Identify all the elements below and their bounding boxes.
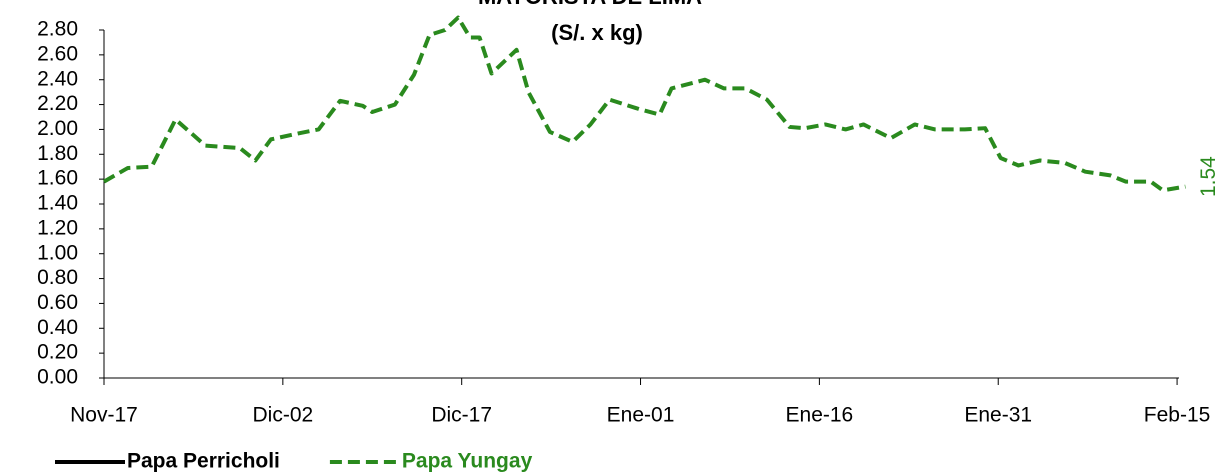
chart-subtitle: (S/. x kg) (551, 20, 643, 45)
y-tick-label: 0.20 (37, 341, 78, 364)
line-series (103, 15, 1186, 193)
y-tick-label: 1.00 (37, 241, 78, 264)
x-tick-label: Ene-31 (964, 404, 1032, 427)
y-tick-label: 1.60 (37, 167, 78, 190)
y-tick-label: 2.80 (37, 18, 78, 41)
y-tick-label: 1.80 (37, 142, 78, 165)
y-tick-label: 2.20 (37, 92, 78, 115)
x-tick-label: Dic-02 (253, 404, 314, 427)
legend-label: Papa Perricholi (127, 450, 280, 473)
y-tick-label: 0.80 (37, 266, 78, 289)
data-label: 1.54 (1197, 156, 1220, 197)
y-tick-label: 0.40 (37, 316, 78, 339)
y-tick-label: 2.60 (37, 42, 78, 65)
y-tick-label: 1.20 (37, 216, 78, 239)
x-tick-label: Feb-15 (1144, 404, 1211, 427)
y-tick-label: 1.40 (37, 192, 78, 215)
legend-label: Papa Yungay (402, 450, 533, 473)
y-tick-label: 0.00 (37, 366, 78, 389)
y-tick-label: 0.60 (37, 291, 78, 314)
y-tick-label: 2.40 (37, 67, 78, 90)
x-tick-label: Ene-16 (786, 404, 854, 427)
x-tick-label: Ene-01 (607, 404, 675, 427)
x-tick-label: Dic-17 (431, 404, 492, 427)
y-tick-label: 2.00 (37, 117, 78, 140)
chart-title: MAYORISTA DE LIMA (478, 0, 702, 9)
x-tick-label: Nov-17 (70, 404, 138, 427)
